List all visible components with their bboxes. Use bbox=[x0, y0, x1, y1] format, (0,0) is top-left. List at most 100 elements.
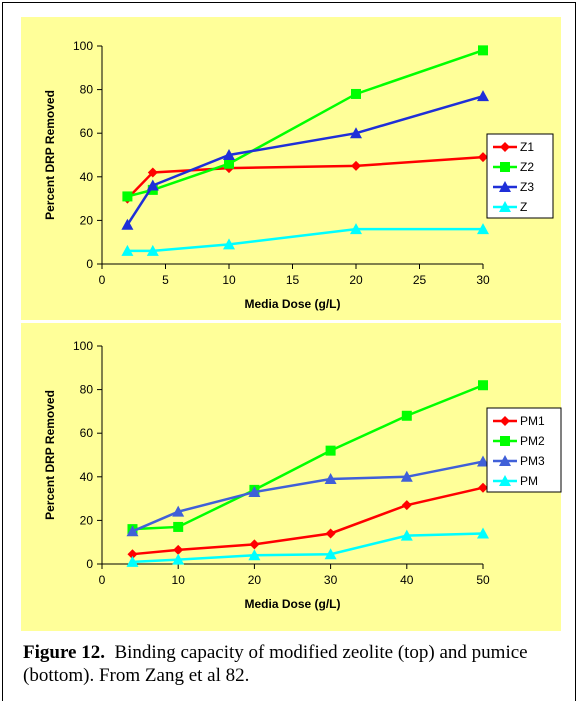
top-chart-series-z1-point bbox=[147, 167, 158, 178]
bottom-chart-series-pm1-point bbox=[478, 482, 488, 493]
top-chart-series-z-point bbox=[223, 238, 235, 250]
bottom-chart-legend-item-pm2: PM2 bbox=[493, 434, 545, 448]
top-chart-series-z3-point bbox=[146, 179, 159, 191]
caption-text: Binding capacity of modified zeolite (to… bbox=[23, 642, 528, 686]
top-chart-legend-item-z1: Z1 bbox=[493, 140, 534, 154]
figure-caption: Figure 12. Binding capacity of modified … bbox=[23, 641, 573, 687]
bottom-chart-series-pm1-point bbox=[325, 528, 336, 539]
top-chart-x-tick-label: 30 bbox=[476, 273, 490, 287]
bottom-chart-series-pm-point bbox=[248, 549, 261, 561]
bottom-chart-series-pm-line bbox=[132, 532, 484, 564]
top-chart-series-z-point bbox=[146, 244, 159, 256]
top-chart-series-z2-point bbox=[351, 88, 361, 99]
top-chart-y-tick-label: 20 bbox=[80, 213, 94, 227]
bottom-chart-series-pm2-line bbox=[132, 384, 484, 531]
bottom-chart-y-tick-label: 60 bbox=[80, 426, 94, 440]
bottom-chart-legend-swatch-marker bbox=[499, 475, 511, 486]
bottom-chart-x-tick-label: 30 bbox=[324, 573, 338, 587]
top-chart-legend-label: Z3 bbox=[520, 180, 534, 194]
top-chart-series-z2-point bbox=[224, 158, 234, 169]
top-chart-series-z2-point bbox=[122, 191, 133, 202]
top-chart-legend-swatch-marker bbox=[500, 142, 510, 152]
top-chart-series-z1-point bbox=[478, 152, 488, 163]
top-chart-series-z bbox=[121, 223, 489, 256]
top-chart-x-tick-label: 0 bbox=[99, 273, 106, 287]
top-chart-y-axis-title: Percent DRP Removed bbox=[43, 90, 57, 220]
bottom-chart-series-pm3-point bbox=[324, 472, 337, 484]
top-chart-x-axis-title: Media Dose (g/L) bbox=[244, 297, 340, 311]
top-chart-legend-label: Z bbox=[520, 200, 527, 214]
bottom-chart-x-tick-label: 50 bbox=[476, 573, 490, 587]
bottom-chart-series-pm2-point bbox=[173, 521, 184, 532]
top-chart-series-z2-point bbox=[478, 45, 488, 56]
bottom-chart-series-pm3-point bbox=[400, 470, 413, 482]
bottom-chart-legend-label: PM3 bbox=[520, 454, 545, 468]
bottom-chart-legend-item-pm3: PM3 bbox=[493, 454, 545, 468]
bottom-chart-series-pm2-point bbox=[401, 410, 412, 421]
bottom-chart-series-pm-point bbox=[400, 529, 413, 541]
top-chart-y-tick-label: 80 bbox=[80, 83, 94, 97]
bottom-chart-series-pm1-line bbox=[132, 486, 484, 556]
top-chart-y-tick-label: 100 bbox=[73, 39, 93, 53]
top-chart-series-z-point bbox=[350, 223, 362, 235]
bottom-chart-x-tick-label: 20 bbox=[248, 573, 262, 587]
top-chart-series-z3-point bbox=[121, 218, 134, 230]
bottom-chart-x-tick-label: 0 bbox=[99, 573, 106, 587]
top-chart-series-z1-point bbox=[351, 160, 361, 171]
top-chart-legend-swatch-marker bbox=[499, 181, 511, 192]
top-chart-y-tick-label: 40 bbox=[80, 170, 94, 184]
top-chart-legend: Z1 Z2 Z3 Z bbox=[486, 133, 554, 219]
caption-label: Figure 12. bbox=[23, 642, 105, 663]
top-chart-x-tick-label: 5 bbox=[162, 273, 169, 287]
bottom-chart-series-pm-point bbox=[477, 527, 489, 539]
bottom-chart-series-pm1-point bbox=[249, 539, 260, 550]
top-chart-legend-label: Z2 bbox=[520, 160, 534, 174]
bottom-chart-series-pm bbox=[126, 527, 489, 567]
bottom-chart-series-pm3-line bbox=[131, 460, 484, 533]
top-chart-x-tick-label: 25 bbox=[413, 273, 427, 287]
top-chart-panel-background bbox=[21, 17, 561, 320]
bottom-chart-legend-swatch-marker bbox=[500, 416, 510, 426]
bottom-chart-legend-label: PM1 bbox=[520, 414, 545, 428]
bottom-chart-legend-item-pm: PM bbox=[493, 474, 538, 488]
bottom-chart-y-tick-label: 40 bbox=[80, 470, 94, 484]
bottom-chart-y-tick-label: 20 bbox=[80, 513, 94, 527]
top-chart-legend-swatch-marker bbox=[499, 201, 511, 212]
bottom-chart-y-axis-title: Percent DRP Removed bbox=[43, 390, 57, 520]
bottom-chart-legend-swatch-marker bbox=[499, 455, 511, 466]
top-chart-y-tick-label: 60 bbox=[80, 126, 94, 140]
top-chart-series-z3-point bbox=[350, 127, 362, 139]
bottom-chart-series-pm1-point bbox=[401, 500, 412, 511]
top-chart-legend-item-z3: Z3 bbox=[493, 180, 534, 194]
bottom-chart-legend-label: PM bbox=[520, 474, 538, 488]
bottom-chart-y-tick-label: 80 bbox=[80, 383, 94, 397]
zeolite-chart: 0 20 40 60 80 100 0 5 10 15 20 25 30 Media Dose (g/L)… bbox=[21, 17, 561, 320]
bottom-chart-series-pm2-point bbox=[325, 445, 336, 456]
top-chart-series-z-point bbox=[121, 244, 134, 256]
bottom-chart-panel-background bbox=[21, 323, 561, 631]
bottom-chart-x-axis-title: Media Dose (g/L) bbox=[244, 597, 340, 611]
top-chart-x-tick-label: 15 bbox=[286, 273, 300, 287]
bottom-chart-legend-swatch-marker bbox=[500, 436, 510, 446]
bottom-chart-legend-label: PM2 bbox=[520, 434, 545, 448]
top-chart-x-tick-label: 20 bbox=[349, 273, 363, 287]
bottom-chart-x-tick-label: 10 bbox=[172, 573, 186, 587]
bottom-chart-series-pm-point bbox=[126, 555, 139, 567]
top-chart-x-tick-label: 10 bbox=[222, 273, 236, 287]
bottom-chart-series-pm-point bbox=[172, 553, 185, 565]
top-chart-legend-label: Z1 bbox=[520, 140, 534, 154]
top-chart-series-z-point bbox=[477, 223, 489, 235]
bottom-chart-legend: PM1 PM2 PM3 PM bbox=[486, 407, 562, 493]
top-chart-series-z3-point bbox=[477, 90, 489, 102]
top-chart-series-z3-point bbox=[223, 149, 235, 160]
bottom-chart-y-tick-label: 100 bbox=[73, 339, 93, 353]
bottom-chart-series-pm3-point bbox=[172, 505, 185, 517]
bottom-chart-series-pm3-point bbox=[126, 525, 139, 537]
top-chart-legend-swatch-marker bbox=[500, 162, 510, 172]
top-chart-legend-item-z2: Z2 bbox=[493, 160, 534, 174]
bottom-chart-series-pm1-point bbox=[173, 544, 184, 555]
bottom-chart-legend-item-pm1: PM1 bbox=[493, 414, 545, 428]
bottom-chart-series-pm3-point bbox=[477, 455, 489, 467]
bottom-chart-x-tick-label: 40 bbox=[400, 573, 414, 587]
